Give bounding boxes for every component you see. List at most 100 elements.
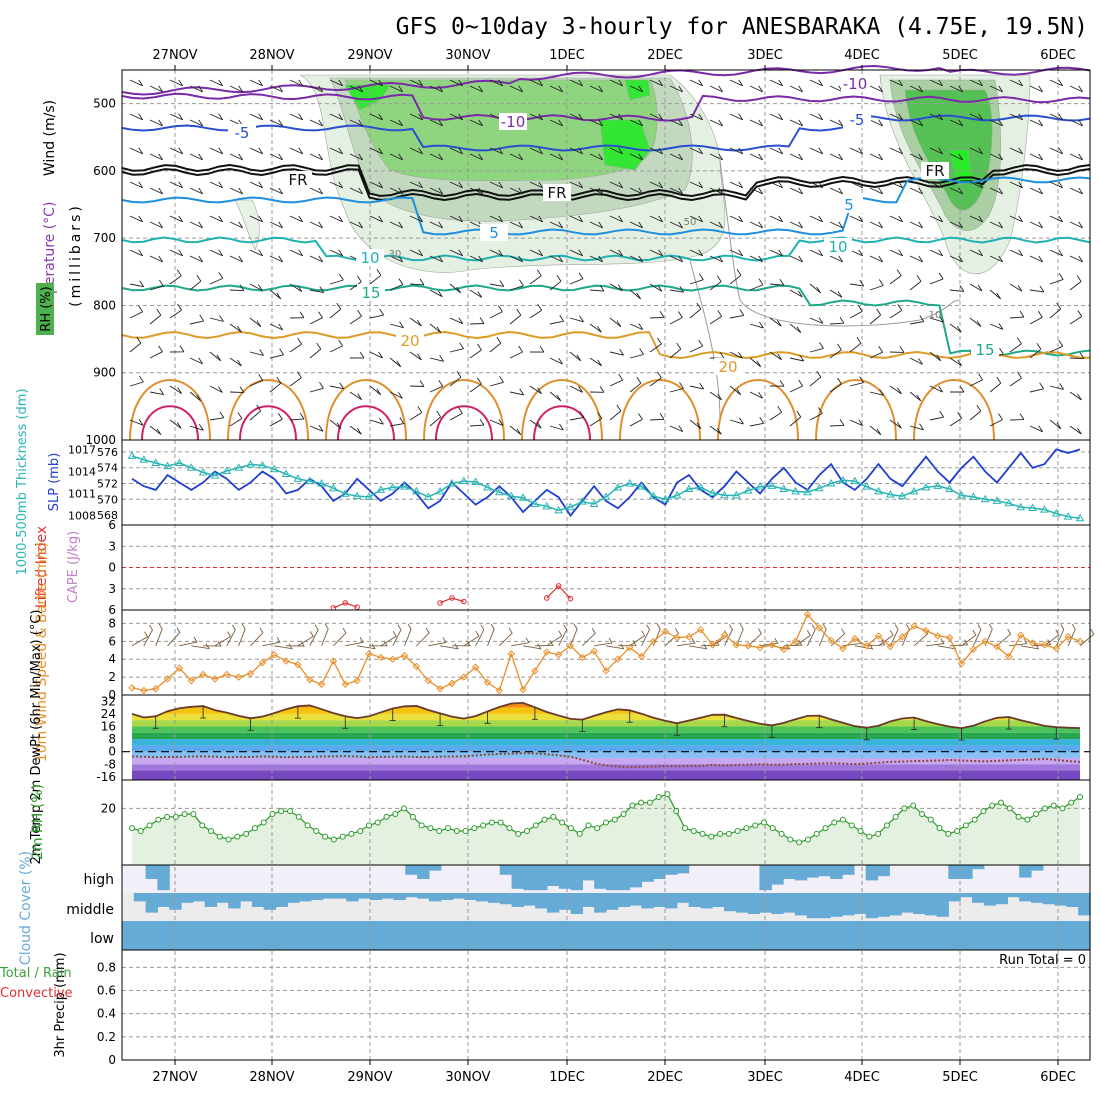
wind-barb [369, 79, 384, 87]
rh-point [594, 825, 601, 832]
x-tick-label-top: 4DEC [844, 48, 880, 63]
wind-barb [749, 278, 764, 291]
wind-speed-point [246, 669, 255, 678]
wind-barb [1029, 425, 1044, 433]
wind-barb [729, 351, 743, 359]
wind-barb [1009, 79, 1024, 87]
cloud-cell-middle [310, 893, 324, 900]
thickness-point [921, 482, 931, 491]
wind-barb [209, 147, 224, 155]
thickness-point [945, 484, 955, 493]
cloud-cell-high [794, 865, 808, 881]
thickness-point [755, 482, 765, 490]
wind-barb [1029, 311, 1043, 325]
wind-barb [969, 147, 984, 155]
thickness-point [281, 469, 291, 478]
wind-barb [649, 249, 664, 257]
wind-barb [209, 249, 224, 257]
lifted-index-line [439, 597, 464, 604]
wind-barb [409, 181, 424, 189]
wind-barb [389, 417, 405, 427]
wind-barb [489, 419, 504, 426]
wind-barb [329, 147, 344, 155]
wind-barb [789, 289, 803, 298]
wind-barb [589, 221, 604, 229]
wind-barb [189, 391, 202, 402]
rh-point [954, 828, 961, 834]
wind-barb [989, 119, 1004, 127]
wind-barb [249, 249, 264, 257]
wind-barb [429, 221, 444, 229]
rh-point [339, 833, 346, 840]
wind-barb [989, 187, 1004, 195]
wind-speed-point [554, 651, 563, 659]
cloud-cell-high [1019, 865, 1032, 878]
cloud-cell-high [582, 865, 595, 881]
wind-barb [349, 391, 363, 401]
thickness-point [625, 479, 635, 487]
cloud-cell-high [546, 865, 560, 886]
wind-barb [925, 638, 945, 647]
temperature-contour [435, 405, 493, 441]
wind-barb [1029, 187, 1044, 195]
wind-barb [289, 215, 304, 223]
rh-contour-label: 30 [389, 249, 402, 260]
thickness-point [423, 492, 433, 500]
thickness-point [767, 481, 777, 489]
wind-barb [469, 377, 482, 393]
cloud-level-label: high [83, 872, 114, 888]
wind-speed-point [756, 643, 764, 652]
rh-point [945, 830, 952, 837]
cloud-cell-middle [487, 893, 501, 903]
rh-point [576, 830, 583, 837]
x-tick-label-top: 6DEC [1040, 48, 1076, 63]
wind-barb [709, 187, 724, 195]
thickness-point [198, 467, 208, 476]
wind-barb [229, 357, 242, 367]
rh-point [1006, 805, 1013, 812]
wind-barb [209, 385, 223, 393]
wind-barb [689, 113, 704, 121]
wind-barb [809, 342, 824, 353]
wind-barb [569, 113, 584, 121]
wind-barb [189, 314, 205, 325]
wind-speed-point [531, 667, 539, 675]
rh-point [559, 819, 566, 826]
rh-contour-fill [344, 79, 658, 182]
rh-contour-line [689, 259, 721, 421]
wind-barb [389, 119, 404, 127]
wind-barb [829, 153, 844, 161]
rh-point [831, 819, 838, 826]
wind-barb [149, 425, 162, 436]
wind-barb [349, 187, 364, 195]
wind-barb [795, 630, 811, 647]
wind-barb [1049, 147, 1064, 155]
contour-label-bg [841, 75, 869, 92]
wind-barb [609, 215, 624, 223]
wind-barb [1029, 382, 1044, 393]
y-tick-label: 3 [108, 539, 116, 553]
cloud-cell-middle [216, 893, 229, 903]
wind-barb [729, 215, 744, 223]
wind-barb [989, 255, 1004, 263]
wind-speed-point [400, 651, 409, 660]
wind-barb [789, 354, 805, 362]
rh-point [822, 825, 829, 832]
wind-barb [149, 187, 164, 195]
rh-point [778, 830, 785, 837]
rh-point [743, 825, 750, 832]
wind-barb [669, 342, 682, 359]
wind-speed-point [791, 637, 800, 646]
wind-barb [250, 627, 264, 647]
wind-speed-point [649, 637, 658, 646]
wind-speed-point [460, 673, 468, 681]
cloud-cell-low [676, 921, 690, 950]
wind-barb [549, 314, 565, 325]
x-tick-label-bottom: 6DEC [1040, 1070, 1076, 1085]
wind-barb [449, 370, 462, 387]
wind-barb [829, 343, 842, 359]
wind-barb [789, 85, 804, 93]
wind-barb [469, 153, 484, 161]
wind-barb [369, 113, 384, 121]
rh-point [752, 822, 759, 829]
